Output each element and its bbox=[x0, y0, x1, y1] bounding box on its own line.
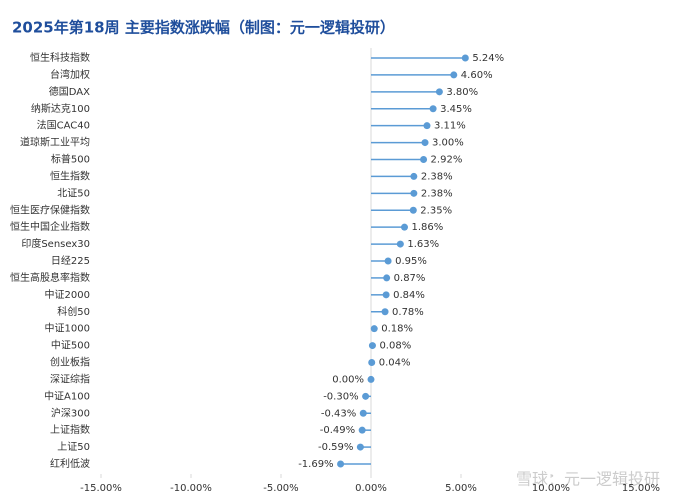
value-label: 2.38% bbox=[421, 171, 453, 182]
value-label: 0.18% bbox=[381, 324, 413, 335]
category-label: 恒生中国企业指数 bbox=[10, 220, 90, 233]
value-label: 0.08% bbox=[379, 341, 411, 352]
dot bbox=[410, 172, 418, 180]
value-label: 0.78% bbox=[392, 307, 424, 318]
watermark: 雪球：元一逻辑投研 bbox=[516, 470, 660, 489]
category-label: 科创50 bbox=[57, 305, 90, 318]
dot bbox=[370, 325, 378, 333]
dot bbox=[396, 240, 404, 248]
value-label: 3.45% bbox=[440, 104, 472, 115]
value-label: 1.63% bbox=[407, 239, 439, 250]
x-tick-label: 5.00% bbox=[445, 483, 477, 494]
dot bbox=[362, 392, 370, 400]
category-label: 恒生科技指数 bbox=[30, 51, 90, 64]
dot bbox=[367, 375, 375, 383]
value-label: 2.35% bbox=[420, 205, 452, 216]
dot bbox=[368, 359, 376, 366]
category-label: 纳斯达克100 bbox=[31, 102, 90, 115]
x-tick-label: 15.00% bbox=[622, 483, 660, 494]
dot bbox=[356, 443, 364, 451]
value-label: 0.95% bbox=[395, 256, 427, 267]
category-label: 沪深300 bbox=[51, 406, 90, 419]
value-label: 0.84% bbox=[393, 290, 425, 301]
value-label: 2.38% bbox=[421, 188, 453, 199]
dot bbox=[409, 206, 417, 214]
category-label: 道琼斯工业平均 bbox=[20, 136, 90, 149]
category-label: 中证1000 bbox=[45, 322, 90, 335]
category-label: 标普500 bbox=[51, 153, 90, 166]
category-label: 深证综指 bbox=[50, 372, 90, 385]
category-label: 中证2000 bbox=[45, 288, 90, 301]
dot bbox=[359, 409, 367, 417]
category-label: 北证50 bbox=[57, 187, 90, 199]
dot bbox=[384, 257, 392, 265]
dot bbox=[420, 156, 428, 163]
x-tick-label: -5.00% bbox=[263, 483, 298, 494]
category-label: 上证指数 bbox=[50, 423, 90, 436]
category-label: 红利低波 bbox=[50, 457, 90, 470]
dot bbox=[423, 122, 431, 130]
x-tick-label: 10.00% bbox=[532, 483, 570, 494]
category-label: 印度Sensex30 bbox=[21, 237, 90, 250]
value-label: 0.87% bbox=[394, 273, 426, 284]
value-label: 4.60% bbox=[461, 70, 493, 81]
category-label: 中证A100 bbox=[44, 389, 90, 402]
value-label: 3.11% bbox=[434, 121, 466, 132]
category-label: 日经225 bbox=[51, 254, 90, 267]
dot bbox=[450, 71, 458, 79]
dot bbox=[368, 342, 376, 350]
value-label: -0.49% bbox=[320, 425, 355, 436]
category-label: 法国CAC40 bbox=[37, 119, 90, 132]
category-label: 恒生医疗保健指数 bbox=[10, 203, 90, 216]
category-label: 恒生指数 bbox=[50, 169, 90, 182]
x-tick-label: -10.00% bbox=[170, 483, 212, 494]
dot bbox=[429, 105, 437, 113]
x-tick-label: 0.00% bbox=[355, 483, 387, 494]
dot bbox=[337, 460, 345, 468]
value-label: 3.00% bbox=[432, 138, 464, 149]
chart-title: 2025年第18周 主要指数涨跌幅（制图：元一逻辑投研） bbox=[12, 19, 395, 37]
dot bbox=[382, 291, 390, 299]
value-label: 5.24% bbox=[472, 53, 504, 64]
value-label: 0.04% bbox=[379, 358, 411, 369]
dot bbox=[421, 139, 429, 147]
dot bbox=[381, 308, 389, 316]
dot bbox=[435, 88, 443, 96]
dot bbox=[400, 223, 408, 231]
category-label: 上证50 bbox=[57, 441, 90, 453]
category-label: 恒生高股息率指数 bbox=[10, 271, 90, 284]
category-label: 中证500 bbox=[51, 339, 90, 352]
value-label: 1.86% bbox=[411, 222, 443, 233]
value-label: -1.69% bbox=[298, 459, 333, 470]
dot bbox=[383, 274, 391, 282]
x-tick-label: -15.00% bbox=[80, 483, 122, 494]
category-label: 创业板指 bbox=[50, 356, 90, 369]
value-label: 3.80% bbox=[446, 87, 478, 98]
dot bbox=[358, 426, 366, 434]
dot bbox=[410, 189, 418, 197]
dot bbox=[461, 54, 469, 62]
value-label: 0.00% bbox=[332, 374, 364, 385]
value-label: 2.92% bbox=[431, 155, 463, 166]
category-label: 德国DAX bbox=[49, 85, 90, 98]
value-label: -0.43% bbox=[321, 408, 356, 419]
value-label: -0.59% bbox=[318, 442, 353, 453]
category-label: 台湾加权 bbox=[50, 68, 90, 81]
value-label: -0.30% bbox=[323, 391, 358, 402]
